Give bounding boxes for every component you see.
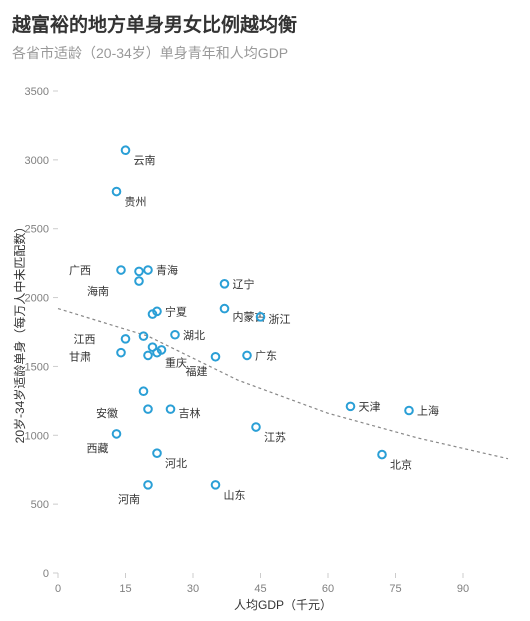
data-point xyxy=(221,280,229,288)
point-label: 天津 xyxy=(359,400,381,413)
scatter-plot: 0 15 30 45 60 75 90 0 500 1000 1500 2000 2500 3000 350… xyxy=(12,69,518,617)
point-label: 广西 xyxy=(69,264,91,277)
point-label: 江西 xyxy=(74,333,96,346)
data-point xyxy=(212,481,220,489)
y-tick-label: 2000 xyxy=(25,292,49,304)
data-point xyxy=(347,402,355,410)
data-point xyxy=(144,481,152,489)
data-point xyxy=(212,353,220,361)
y-tick-label: 0 xyxy=(43,568,49,580)
point-label: 云南 xyxy=(134,154,156,167)
chart-container: { "title": "越富裕的地方单身男女比例越均衡", "subtitle"… xyxy=(0,0,530,621)
point-label: 北京 xyxy=(390,457,412,471)
data-point xyxy=(113,187,121,195)
data-point xyxy=(113,430,121,438)
chart-subtitle: 各省市适龄（20-34岁）单身青年和人均GDP xyxy=(12,43,518,63)
data-point xyxy=(122,146,130,154)
data-point xyxy=(135,267,143,275)
x-tick-label: 0 xyxy=(55,583,61,595)
data-point xyxy=(153,449,161,457)
point-label: 上海 xyxy=(417,403,439,417)
point-label: 河南 xyxy=(118,493,140,506)
point-label: 安徽 xyxy=(96,406,118,420)
point-label: 山东 xyxy=(224,489,246,502)
point-label: 重庆 xyxy=(165,355,187,369)
data-point xyxy=(167,405,175,413)
data-point xyxy=(252,423,260,431)
x-tick-label: 30 xyxy=(187,583,199,595)
y-tick-label: 1500 xyxy=(25,361,49,373)
data-point xyxy=(140,387,148,395)
point-label: 湖北 xyxy=(183,328,205,341)
chart-title: 越富裕的地方单身男女比例越均衡 xyxy=(12,14,518,39)
y-tick-label: 1000 xyxy=(25,430,49,442)
x-tick-label: 45 xyxy=(254,583,266,595)
point-label: 青海 xyxy=(156,263,178,277)
data-point xyxy=(144,266,152,274)
y-tick-label: 3000 xyxy=(25,155,49,167)
x-axis-label: 人均GDP（千元） xyxy=(234,598,332,612)
data-point xyxy=(144,405,152,413)
data-point xyxy=(122,335,130,343)
y-tick-label: 500 xyxy=(31,499,49,511)
data-point xyxy=(221,304,229,312)
data-point xyxy=(171,331,179,339)
data-point xyxy=(117,266,125,274)
scatter-svg: 0 15 30 45 60 75 90 0 500 1000 1500 2000 2500 3000 350… xyxy=(12,69,518,617)
x-tick-label: 75 xyxy=(389,583,401,595)
data-point xyxy=(378,450,386,458)
y-tick-label: 3500 xyxy=(25,86,49,98)
x-tick-label: 60 xyxy=(322,583,334,595)
data-point xyxy=(117,349,125,357)
data-point xyxy=(135,277,143,285)
point-label: 宁夏 xyxy=(165,304,187,318)
y-axis-label: 20岁-34岁适龄单身（每万人中未匹配数） xyxy=(12,220,27,443)
point-label: 广东 xyxy=(255,349,277,362)
point-label: 浙江 xyxy=(269,313,291,326)
point-label: 贵州 xyxy=(125,195,147,208)
point-label: 江苏 xyxy=(264,431,286,444)
point-label: 福建 xyxy=(186,363,208,377)
x-tick-label: 90 xyxy=(457,583,469,595)
point-label: 西藏 xyxy=(87,442,109,455)
data-point xyxy=(144,351,152,359)
point-label: 河北 xyxy=(165,457,187,470)
data-point xyxy=(243,351,251,359)
y-tick-label: 2500 xyxy=(25,223,49,235)
point-label: 甘肃 xyxy=(69,350,91,363)
x-tick-label: 15 xyxy=(119,583,131,595)
point-label: 辽宁 xyxy=(233,276,255,290)
point-label: 海南 xyxy=(87,284,109,298)
data-point xyxy=(405,406,413,414)
point-label: 吉林 xyxy=(179,406,201,420)
